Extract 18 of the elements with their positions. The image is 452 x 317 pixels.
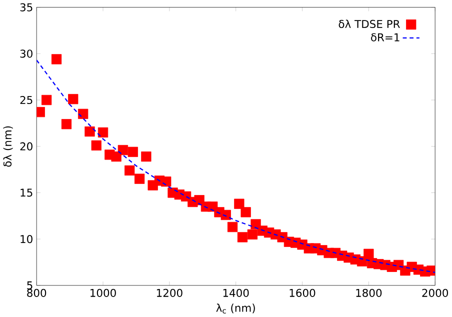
y-tick-label: 15 [20,188,32,197]
y-tick-label: 30 [20,50,32,58]
y-tick-label: 25 [20,96,32,104]
x-tick-label: 1400 [223,288,249,298]
x-axis-title: λ$_{c}$ (nm) [216,304,255,314]
x-tick-label: 2000 [422,288,448,298]
x-tick-label: 1200 [156,288,182,298]
x-tick-label: 1800 [356,288,382,298]
y-tick-label: 5 [27,282,32,290]
y-tick-label: 35 [20,3,32,12]
legend-label: δR=1 [371,33,400,42]
y-axis-title: δλ (nm) [3,126,13,167]
y-tick-label: 20 [20,142,32,151]
x-tick-label: 1600 [290,288,316,298]
x-tick-label: 1000 [90,288,116,298]
x-tick-label: 800 [27,288,46,298]
y-tick-label: 10 [20,235,32,244]
legend-label: δλ TDSE PR [338,20,400,28]
